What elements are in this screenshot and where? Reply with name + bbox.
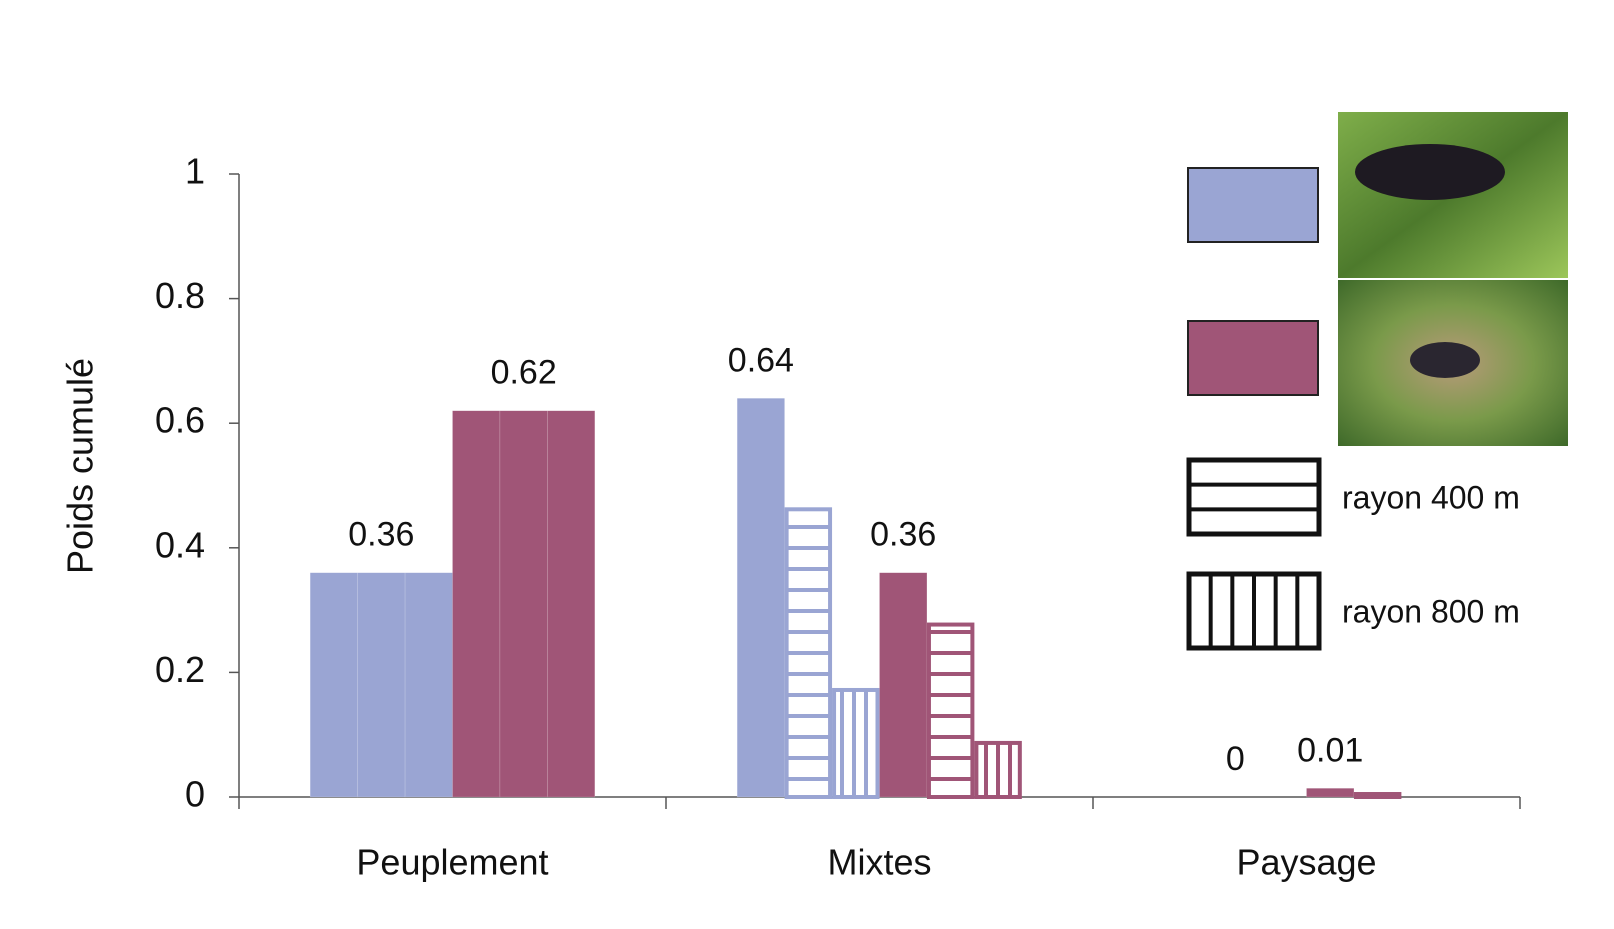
x-tick-label: Peuplement [356,842,548,883]
bar [1353,792,1402,799]
bar [784,507,833,799]
legend-swatch [1187,167,1319,243]
beetle [1410,342,1480,378]
y-axis-label: Poids cumulé [60,358,101,574]
bar [452,410,501,798]
bar [832,687,880,799]
bar [1306,788,1355,798]
value-label: 0.64 [728,341,794,379]
bar [547,410,596,798]
bar [879,572,928,798]
value-label: 0.36 [348,516,414,554]
y-tick-label: 0.2 [155,649,205,690]
legend-label: rayon 400 m [1342,479,1520,515]
bar [499,410,548,798]
bar [926,622,975,799]
y-tick-label: 0.8 [155,275,205,316]
y-tick-label: 0.6 [155,400,205,441]
bar [357,572,406,798]
beetle [1355,144,1505,200]
legend-label: rayon 800 m [1342,593,1520,629]
bar [404,572,453,798]
value-label: 0 [1226,740,1245,778]
value-label: 0.01 [1297,731,1363,769]
value-label: 0.62 [491,354,557,392]
y-tick-label: 0 [185,774,205,815]
y-tick-label: 1 [185,151,205,192]
y-tick-label: 0.4 [155,524,205,565]
legend-entry: rayon 400 m [1186,457,1520,537]
bar [309,572,358,798]
legend-swatch [1187,320,1319,396]
bar [736,398,785,798]
x-tick-label: Paysage [1236,842,1376,883]
x-tick-label: Mixtes [827,842,931,883]
value-label: 0.36 [870,516,936,554]
bar [974,740,1022,799]
legend-entry: rayon 800 m [1186,571,1520,651]
legend-pattern [1186,457,1322,537]
